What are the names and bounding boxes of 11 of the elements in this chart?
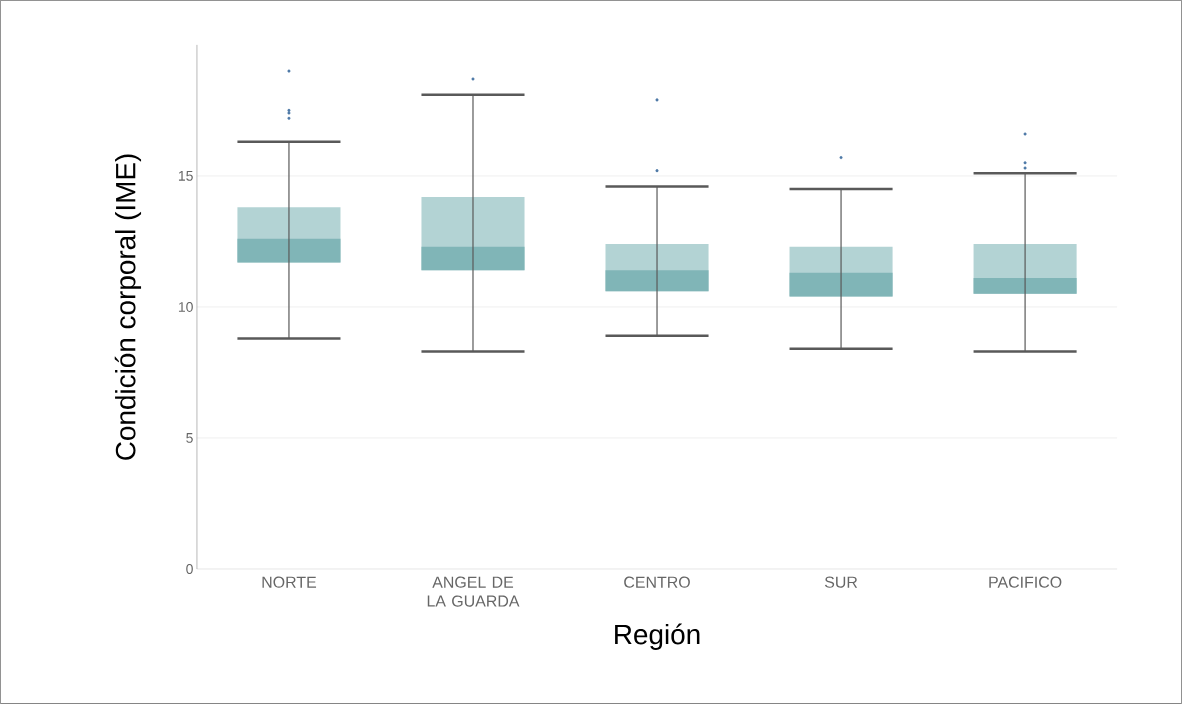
y-tick-label: 5 [186, 433, 193, 443]
x-axis-title: Región [615, 623, 700, 650]
x-tick-label: PACIFICO [989, 576, 1062, 588]
x-tick-label: CENTRO [624, 576, 690, 588]
x-tick-label: ANGEL DE LA GUARDA [427, 576, 520, 607]
x-tick-label: NORTE [262, 576, 317, 588]
y-tick-label: 0 [186, 564, 193, 574]
x-tick-label: SUR [824, 576, 858, 588]
y-tick-label: 15 [178, 171, 193, 181]
y-tick-label: 10 [178, 302, 193, 312]
y-axis-title: Condición corporal (IME) [114, 154, 142, 460]
